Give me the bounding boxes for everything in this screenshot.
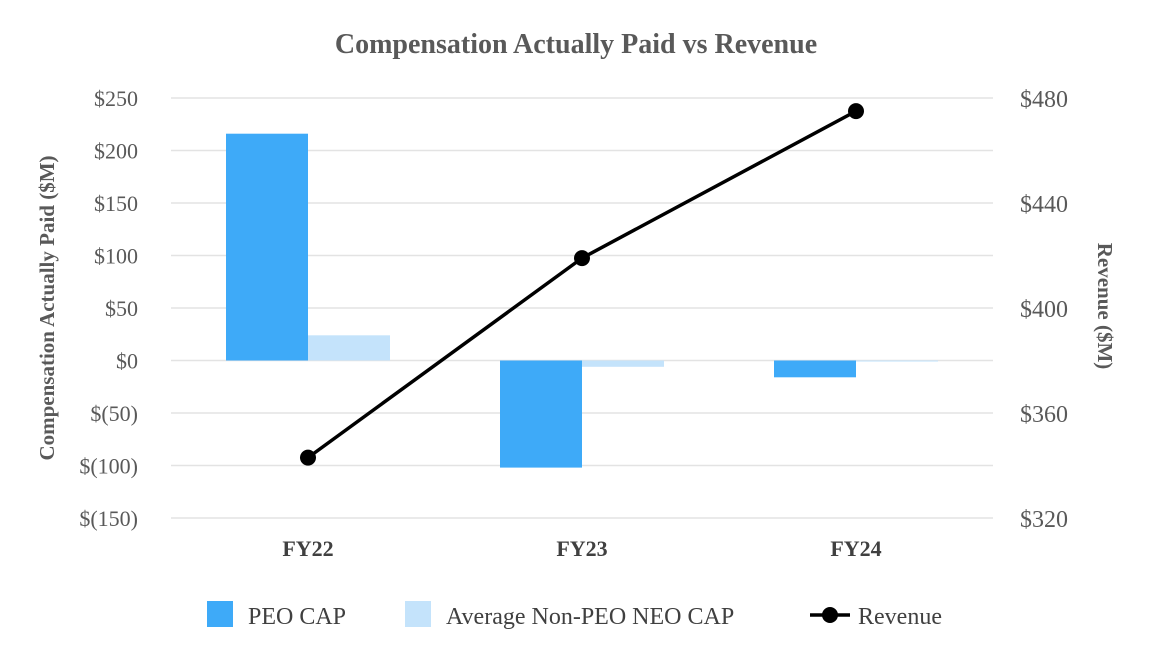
bar-peo-cap-fy23 xyxy=(500,360,582,468)
left-tick-label: $200 xyxy=(94,139,138,164)
bar-average-non-peo-neo-cap-fy23 xyxy=(582,360,664,367)
legend-label-non-peo-cap: Average Non-PEO NEO CAP xyxy=(446,604,734,630)
left-tick-label: $(100) xyxy=(79,454,138,479)
legend-marker-revenue xyxy=(822,607,838,623)
right-tick-label: $440 xyxy=(1020,192,1068,218)
category-labels: FY22 FY23 FY24 xyxy=(282,536,881,561)
right-tick-label: $360 xyxy=(1020,402,1068,428)
category-label-fy24: FY24 xyxy=(830,536,881,561)
left-tick-label: $100 xyxy=(94,244,138,269)
legend-label-revenue: Revenue xyxy=(858,604,942,630)
left-tick-label: $50 xyxy=(105,296,138,321)
right-tick-label: $480 xyxy=(1020,87,1068,113)
bar-peo-cap-fy24 xyxy=(774,360,856,378)
legend: PEO CAP Average Non-PEO NEO CAP Revenue xyxy=(207,601,942,630)
right-tick-label: $320 xyxy=(1020,507,1068,533)
bar-average-non-peo-neo-cap-fy24 xyxy=(856,360,938,362)
right-axis-ticks: $480 $440 $400 $360 $320 xyxy=(1020,87,1068,533)
category-label-fy23: FY23 xyxy=(556,536,607,561)
bars xyxy=(226,133,938,468)
legend-label-peo-cap: PEO CAP xyxy=(248,604,346,630)
bar-average-non-peo-neo-cap-fy22 xyxy=(308,335,390,361)
y-axis-label-right: Revenue ($M) xyxy=(1093,243,1117,370)
y-axis-label-left: Compensation Actually Paid ($M) xyxy=(35,155,59,460)
left-tick-label: $(150) xyxy=(79,506,138,531)
revenue-point-fy22 xyxy=(300,449,316,466)
category-label-fy22: FY22 xyxy=(282,536,333,561)
left-tick-label: $(50) xyxy=(90,401,138,426)
legend-swatch-non-peo-cap xyxy=(405,601,431,627)
revenue-line-series xyxy=(300,103,864,466)
legend-swatch-peo-cap xyxy=(207,601,233,627)
left-tick-label: $250 xyxy=(94,86,138,111)
left-tick-label: $150 xyxy=(94,191,138,216)
bar-peo-cap-fy22 xyxy=(226,133,308,361)
chart-title: Compensation Actually Paid vs Revenue xyxy=(335,29,817,60)
revenue-point-fy23 xyxy=(574,250,590,267)
left-axis-ticks: $250 $200 $150 $100 $50 $0 $(50) $(100) $(150) xyxy=(79,86,138,531)
right-tick-label: $400 xyxy=(1020,297,1068,323)
left-tick-label: $0 xyxy=(116,349,138,374)
revenue-point-fy24 xyxy=(848,103,864,120)
